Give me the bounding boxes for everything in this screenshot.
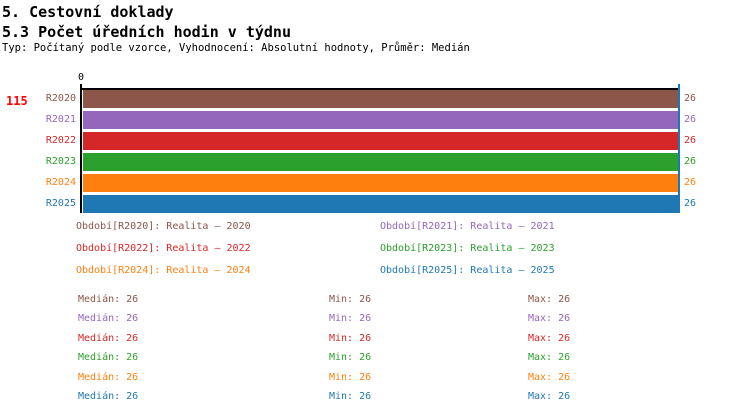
stat-min-r2025: Min: 26 <box>329 391 372 402</box>
bar-r2024 <box>83 174 678 192</box>
category-label-r2024: R2024 <box>45 177 76 188</box>
bar-value-r2020: 26 <box>684 93 697 104</box>
y-axis-line <box>80 84 82 213</box>
stat-min-r2023: Min: 26 <box>329 352 372 363</box>
legend-entry-r2024: Období[R2024]: Realita – 2024 <box>76 265 251 276</box>
bar-value-r2022: 26 <box>684 135 697 146</box>
stat-max-r2020: Max: 26 <box>528 294 571 305</box>
stat-median-r2023: Medián: 26 <box>78 352 139 363</box>
stat-median-r2024: Medián: 26 <box>78 372 139 383</box>
bar-r2022 <box>83 132 678 150</box>
stat-min-r2021: Min: 26 <box>329 313 372 324</box>
stat-min-r2024: Min: 26 <box>329 372 372 383</box>
page-title: 5. Cestovní doklady <box>2 3 174 21</box>
bar-value-r2023: 26 <box>684 156 697 167</box>
stat-max-r2025: Max: 26 <box>528 391 571 402</box>
stat-median-r2022: Medián: 26 <box>78 333 139 344</box>
bar-r2025 <box>83 195 678 213</box>
bar-r2020 <box>83 90 678 108</box>
category-label-r2025: R2025 <box>45 198 76 209</box>
stat-min-r2022: Min: 26 <box>329 333 372 344</box>
bar-value-r2021: 26 <box>684 114 697 125</box>
category-label-r2020: R2020 <box>45 93 76 104</box>
category-label-r2021: R2021 <box>45 114 76 125</box>
respondent-count: 115 <box>6 94 28 108</box>
stat-max-r2022: Max: 26 <box>528 333 571 344</box>
stat-max-r2021: Max: 26 <box>528 313 571 324</box>
stat-max-r2023: Max: 26 <box>528 352 571 363</box>
chart-title: 5.3 Počet úředních hodin v týdnu <box>2 23 291 41</box>
category-label-r2023: R2023 <box>45 156 76 167</box>
stat-median-r2025: Medián: 26 <box>78 391 139 402</box>
stat-median-r2021: Medián: 26 <box>78 313 139 324</box>
legend-entry-r2020: Období[R2020]: Realita – 2020 <box>76 221 251 232</box>
stat-max-r2024: Max: 26 <box>528 372 571 383</box>
x-axis-zero-tick-label: 0 <box>77 72 85 83</box>
bar-r2023 <box>83 153 678 171</box>
stat-min-r2020: Min: 26 <box>329 294 372 305</box>
bar-value-r2025: 26 <box>684 198 697 209</box>
legend-entry-r2023: Období[R2023]: Realita – 2023 <box>380 243 555 254</box>
stat-median-r2020: Medián: 26 <box>78 294 139 305</box>
legend-entry-r2021: Období[R2021]: Realita – 2021 <box>380 221 555 232</box>
legend-entry-r2022: Období[R2022]: Realita – 2022 <box>76 243 251 254</box>
bar-r2021 <box>83 111 678 129</box>
bar-value-r2024: 26 <box>684 177 697 188</box>
chart-meta-line: Typ: Počítaný podle vzorce, Vyhodnocení:… <box>2 42 470 54</box>
median-marker-line <box>678 84 680 213</box>
legend-entry-r2025: Období[R2025]: Realita – 2025 <box>380 265 555 276</box>
x-axis-line <box>80 88 680 90</box>
category-label-r2022: R2022 <box>45 135 76 146</box>
